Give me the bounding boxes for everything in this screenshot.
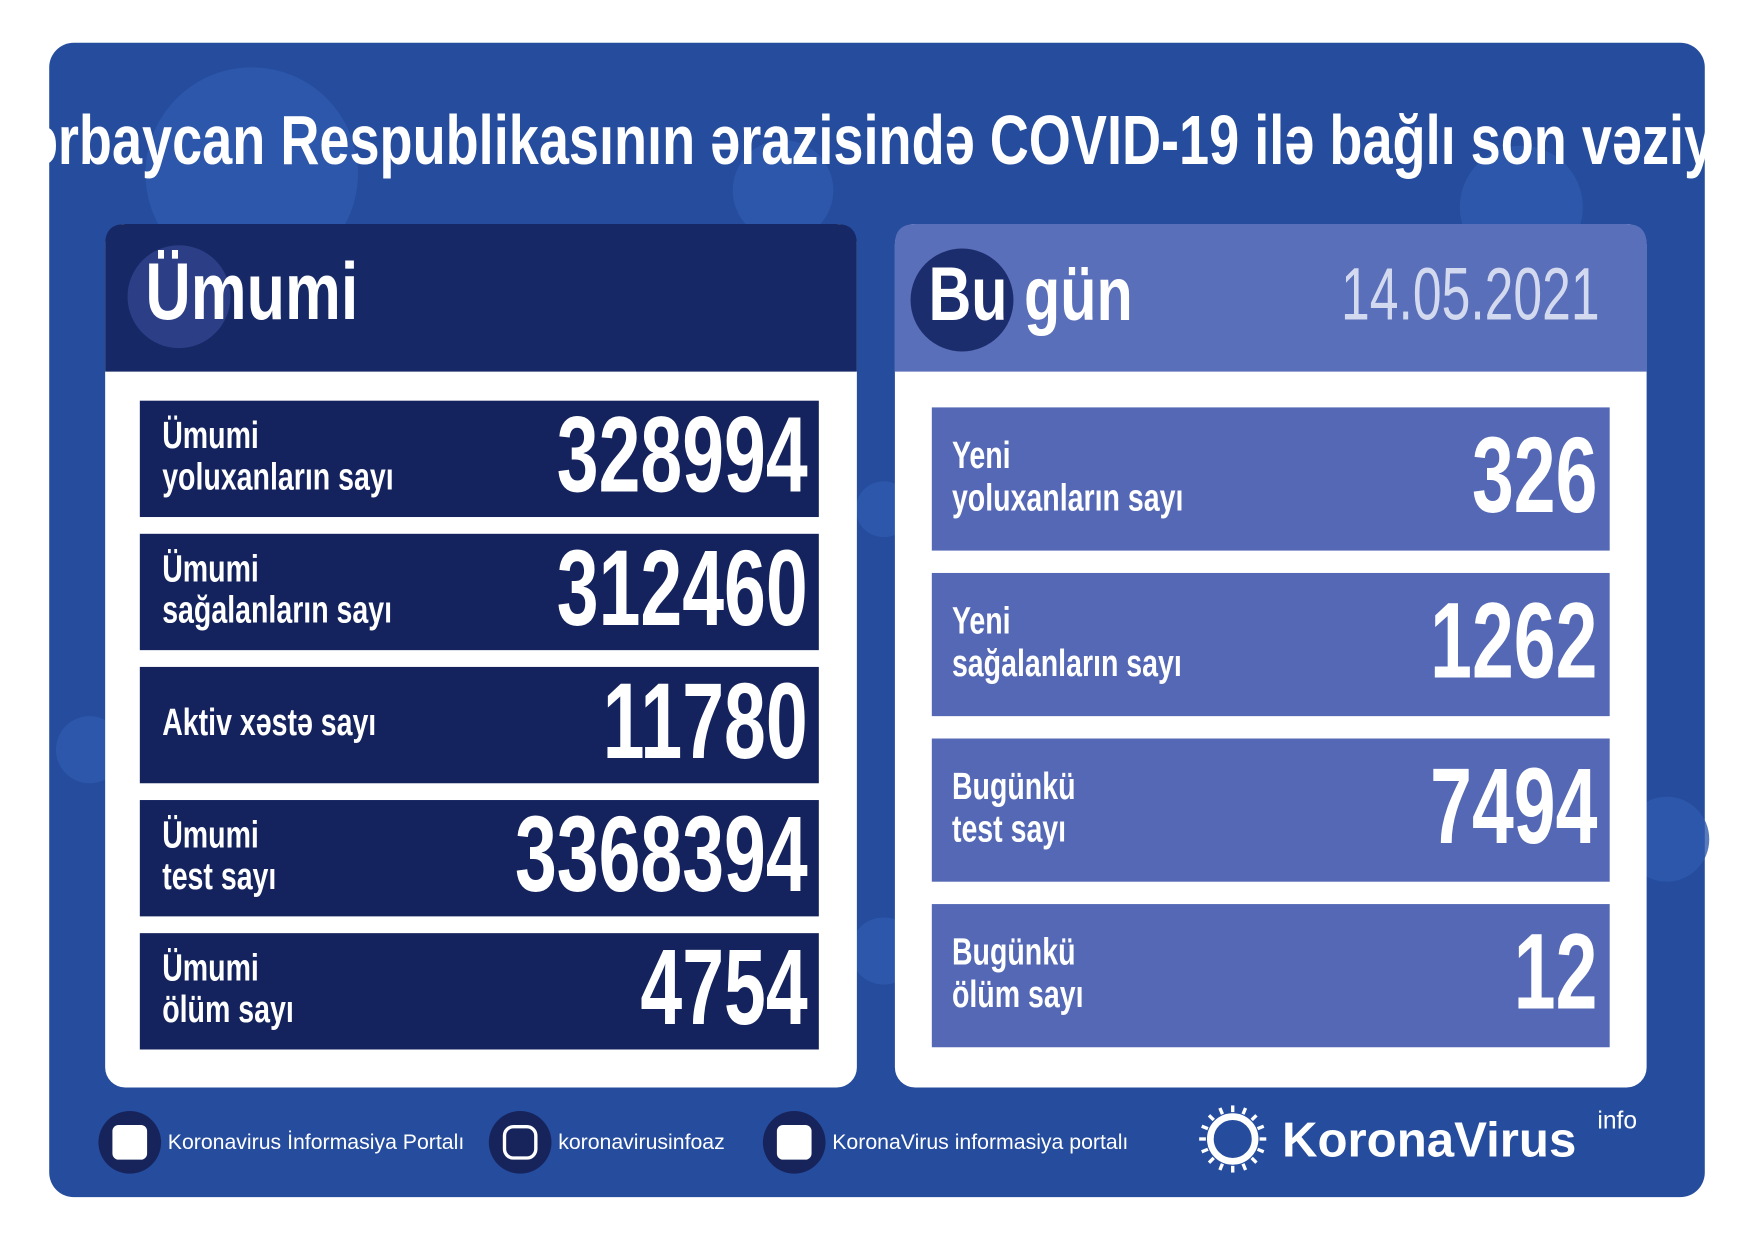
logo-ray [1250,1156,1258,1164]
stat-row [139,666,819,784]
stat-value: 326 [1472,415,1597,535]
stat-label: Ümumi [162,549,259,591]
logo-ray [1256,1147,1265,1154]
stat-label: Ümumi [162,415,259,457]
stat-label: Ümumi [162,948,259,990]
logo-ray [1218,1107,1224,1115]
brand-logo: KoronaVirus info [1199,1105,1637,1173]
stat-value: 1262 [1430,580,1597,700]
logo-ray [1201,1124,1209,1131]
stat-label: Aktiv xəstə sayı [162,702,376,744]
stat-label: ölüm sayı [952,974,1084,1016]
icon-glyph [502,1124,538,1160]
social-link[interactable]: koronavirusinfoaz [558,1130,725,1154]
logo-ray [1241,1107,1248,1115]
logo-ray [1241,1163,1248,1171]
stat-row [931,407,1610,551]
stat-value: 11780 [603,661,808,781]
stat-value: 328994 [557,394,808,514]
stat-label: test sayı [952,809,1066,851]
stat-label: Yeni [952,435,1011,477]
total-heading: Ümumi [145,248,358,337]
title: Azərbaycan Respublikasının ərazisində CO… [0,103,1754,180]
stat-label: sağalanların sayı [162,590,392,632]
logo-ray [1207,1114,1215,1122]
stat-label: Yeni [952,601,1011,643]
logo-ray [1250,1114,1258,1122]
stat-value: 4754 [640,927,808,1047]
stat-label: test sayı [162,856,276,898]
stat-row [931,904,1610,1048]
stat-row [139,933,819,1050]
brand-sup: info [1597,1108,1637,1135]
virus-icon [910,248,1014,352]
logo-sun [1206,1113,1259,1165]
stat-label: yoluxanların sayı [162,457,393,499]
stat-value: 7494 [1430,746,1598,866]
virus-icon [127,245,231,349]
stat-label: Ümumi [162,815,259,857]
stat-value: 312460 [557,527,808,647]
date: 14.05.2021 [1341,252,1600,335]
stat-row [139,800,819,917]
brand-name: KoronaVirus [1282,1112,1576,1167]
stat-label: Bugünkü [952,766,1076,808]
icon-glyph [112,1124,148,1160]
social-link[interactable]: Koronavirus İnformasiya Portalı [168,1130,464,1154]
social-icon [488,1111,552,1174]
social-link[interactable]: KoronaVirus informasiya portalı [832,1130,1128,1154]
stat-value: 12 [1514,911,1598,1031]
stat-label: Bugünkü [952,932,1076,974]
stat-row [139,533,819,651]
logo-ray [1218,1163,1224,1171]
stat-row [931,738,1610,882]
stat-label: sağalanların sayı [952,643,1182,685]
stat-row [931,572,1610,717]
stat-label: yoluxanların sayı [952,477,1183,519]
total-header [105,223,857,372]
stat-row [139,400,819,518]
icon-glyph [776,1124,812,1160]
today-heading: Bu gün [928,252,1132,337]
stat-label: ölüm sayı [162,989,294,1031]
logo-ray [1201,1147,1209,1154]
today-header [894,223,1647,372]
logo-ray [1207,1156,1215,1164]
stat-value: 3368394 [515,794,808,914]
logo-ray [1256,1124,1265,1131]
